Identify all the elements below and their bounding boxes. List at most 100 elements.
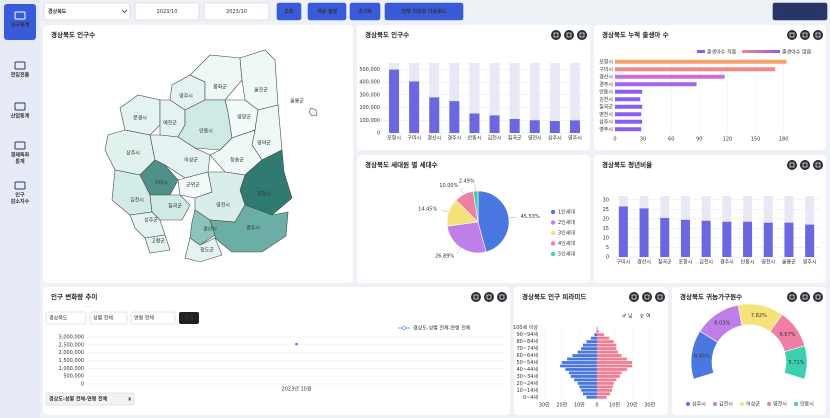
y-tick-label: 경산시 — [599, 73, 613, 80]
x-tick-label: 2023년 10월 — [282, 386, 312, 393]
y-tick-label: 영주시 — [599, 126, 613, 133]
panel-icon[interactable] — [813, 160, 823, 170]
panel-icon[interactable] — [629, 292, 639, 302]
legend-label: 남 — [628, 313, 633, 320]
bar — [701, 220, 711, 257]
nav-label[interactable]: 산업통계 — [11, 113, 30, 120]
date-start[interactable] — [134, 2, 200, 21]
bar — [597, 385, 613, 389]
bar — [615, 59, 787, 64]
nav-label[interactable]: 경제특화 — [11, 152, 30, 159]
nav-label[interactable]: 감소지수 — [11, 198, 30, 205]
panel-icon[interactable] — [813, 30, 823, 40]
bar — [567, 357, 597, 361]
bar — [586, 340, 597, 344]
nav-label[interactable]: 인구통계 — [11, 22, 30, 29]
nav-label[interactable]: 인구 — [15, 192, 25, 199]
panel-icon[interactable] — [497, 292, 507, 302]
button[interactable] — [384, 2, 464, 21]
region-select-label[interactable]: 경상북도 — [48, 8, 67, 15]
bar — [597, 350, 619, 354]
legend-dot — [767, 402, 771, 406]
panel-icon[interactable] — [800, 30, 810, 40]
bar — [581, 347, 597, 351]
legend-symbol: ♀ — [640, 314, 644, 320]
nav-label[interactable]: 통계 — [15, 158, 25, 165]
y-tick-label: 500,000 — [359, 67, 380, 73]
chip[interactable] — [45, 392, 135, 406]
icon-glyph — [802, 294, 808, 300]
nav-label[interactable]: 전입전출 — [11, 72, 30, 79]
button-label[interactable]: 초기화 — [358, 8, 372, 15]
panel-icon[interactable] — [800, 292, 810, 302]
nav-icon — [14, 141, 26, 150]
bar — [618, 206, 628, 257]
select[interactable] — [45, 311, 87, 325]
region-label: 고령군 — [151, 238, 165, 245]
service-button[interactable] — [772, 2, 828, 21]
button-label[interactable]: 색상 설정 — [317, 8, 338, 15]
panel-icon[interactable] — [471, 292, 481, 302]
legend-label: 영천시 — [773, 401, 787, 408]
bar — [597, 361, 633, 364]
select[interactable] — [89, 311, 128, 325]
bar — [763, 222, 773, 257]
panel-icon[interactable] — [787, 30, 797, 40]
date-start-label[interactable]: 2023/10 — [157, 9, 178, 15]
button-label[interactable]: 조회 — [184, 315, 194, 322]
select[interactable] — [130, 311, 176, 325]
panel-icon[interactable] — [655, 292, 665, 302]
region[interactable] — [144, 234, 171, 254]
legend-dot — [550, 220, 556, 225]
chevron — [121, 9, 128, 14]
panel-icon[interactable] — [787, 292, 797, 302]
date-end[interactable] — [203, 2, 270, 21]
panel-icon[interactable] — [484, 292, 494, 302]
date-end-label[interactable]: 2023/10 — [226, 9, 247, 15]
bar — [805, 224, 815, 257]
panel-icon[interactable] — [551, 30, 561, 40]
icon-glyph — [566, 32, 572, 38]
x-tick-label: 0 — [613, 137, 616, 143]
icon-glyph — [579, 32, 585, 38]
chip-close[interactable]: x — [128, 397, 132, 403]
panel-icon[interactable] — [564, 30, 574, 40]
y-tick-label: 100세 이상 — [513, 324, 538, 331]
select-label[interactable]: 연령 전체 — [134, 315, 154, 322]
panel-title: 인구 변화량 추이 — [51, 292, 97, 301]
legend-dot — [550, 251, 556, 257]
panel-icon[interactable] — [800, 160, 810, 170]
region[interactable] — [189, 54, 243, 101]
y-tick-label: 김천시 — [599, 96, 613, 103]
sidebar-active[interactable] — [4, 4, 36, 40]
panel-icon[interactable] — [787, 160, 797, 170]
x-tick-label: 경산시 — [637, 259, 651, 266]
panel-icon[interactable] — [642, 292, 652, 302]
button[interactable] — [179, 312, 199, 324]
chip-label: 경상도-성별 전체-연령 전체 — [49, 396, 108, 403]
button-label[interactable]: 전체 리포트 다운로드 — [402, 8, 447, 15]
region-select[interactable] — [43, 2, 131, 21]
x-tick-label: 영주시 — [803, 259, 817, 266]
bar — [509, 119, 520, 133]
icon-glyph — [802, 32, 808, 38]
bar — [615, 112, 642, 117]
bar — [597, 354, 622, 357]
icon-glyph — [789, 294, 795, 300]
region[interactable] — [209, 204, 289, 253]
x-tick-label: 10만 — [574, 402, 585, 409]
button[interactable] — [276, 2, 302, 21]
select-label[interactable]: 성별 전체 — [93, 315, 113, 322]
region[interactable] — [184, 237, 223, 263]
button[interactable] — [349, 2, 381, 21]
select-label[interactable]: 경상북도 — [49, 315, 68, 322]
bar — [615, 119, 643, 124]
region[interactable] — [308, 107, 318, 117]
y-tick-label: 500,000 — [63, 374, 84, 380]
panel-icon[interactable] — [577, 30, 587, 40]
service-button-label[interactable]: 서비스 안내 — [788, 8, 813, 15]
panel-icon[interactable] — [813, 292, 823, 302]
button-label[interactable]: 조회 — [284, 8, 294, 15]
legend-label: 3인세대 — [558, 230, 575, 237]
button[interactable] — [307, 2, 347, 21]
